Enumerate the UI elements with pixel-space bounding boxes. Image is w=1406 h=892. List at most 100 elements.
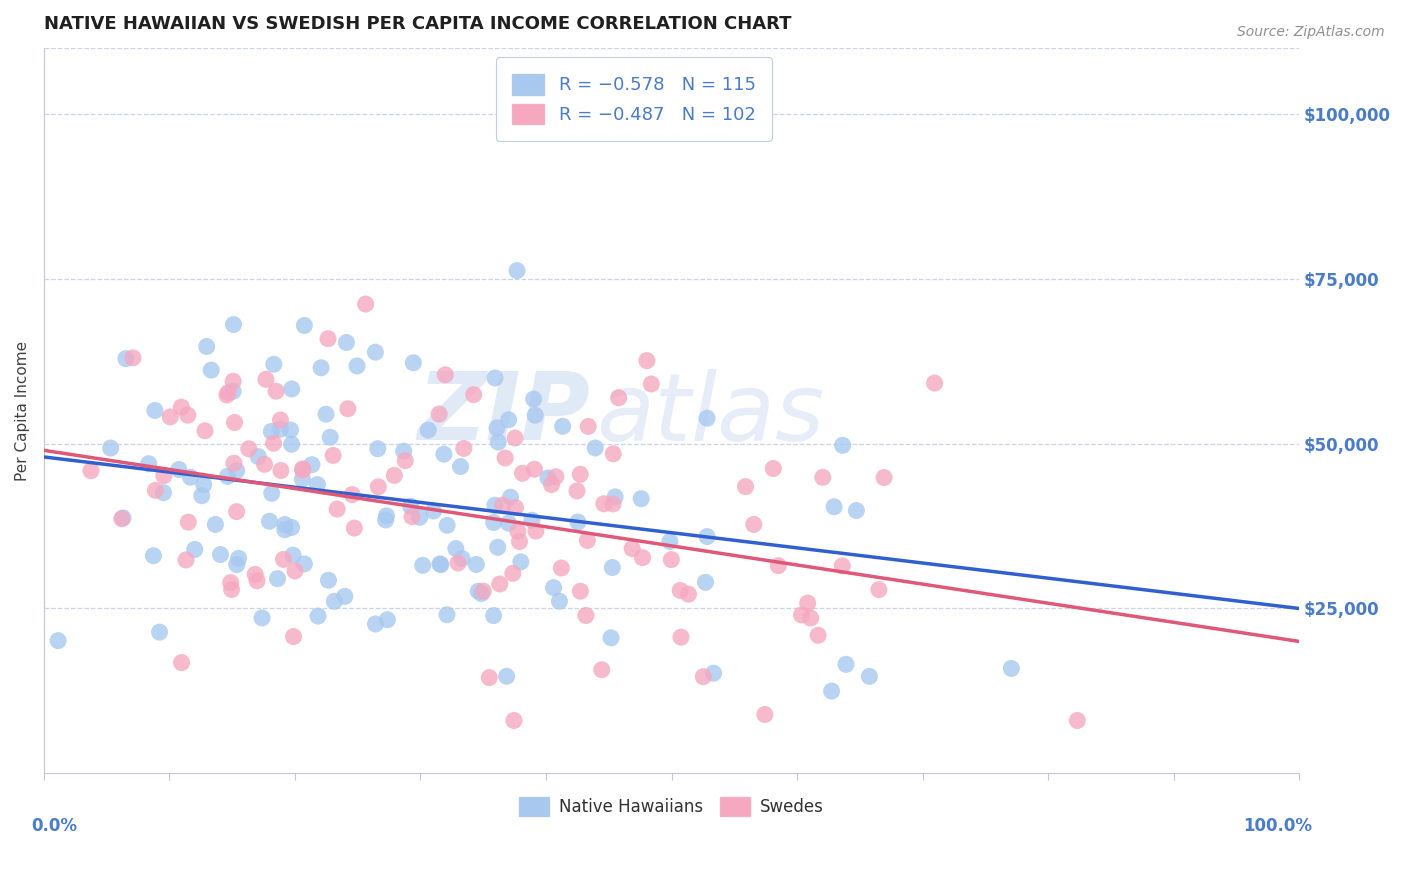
- Point: [115, 351, 138, 366]
- Point: [247, 450, 270, 464]
- Point: [503, 714, 526, 728]
- Point: [281, 548, 304, 562]
- Point: [631, 550, 654, 565]
- Point: [291, 472, 314, 486]
- Point: [467, 584, 489, 599]
- Point: [523, 392, 546, 406]
- Point: [280, 382, 302, 396]
- Point: [506, 524, 529, 539]
- Point: [184, 542, 207, 557]
- Point: [364, 345, 387, 359]
- Point: [250, 611, 273, 625]
- Point: [658, 534, 681, 549]
- Point: [401, 509, 423, 524]
- Point: [494, 450, 516, 465]
- Point: [221, 582, 243, 597]
- Point: [434, 368, 457, 382]
- Point: [418, 423, 440, 437]
- Point: [263, 357, 285, 371]
- Point: [565, 483, 588, 498]
- Point: [159, 409, 181, 424]
- Point: [266, 572, 288, 586]
- Point: [523, 462, 546, 476]
- Point: [46, 633, 69, 648]
- Point: [543, 581, 565, 595]
- Point: [260, 486, 283, 500]
- Point: [692, 670, 714, 684]
- Point: [148, 625, 170, 640]
- Point: [315, 407, 337, 421]
- Point: [569, 467, 592, 482]
- Point: [412, 558, 434, 573]
- Point: [436, 518, 458, 533]
- Point: [495, 669, 517, 683]
- Point: [520, 513, 543, 527]
- Point: [399, 499, 422, 513]
- Point: [486, 541, 509, 555]
- Point: [1000, 661, 1022, 675]
- Point: [583, 441, 606, 455]
- Point: [307, 609, 329, 624]
- Text: 100.0%: 100.0%: [1243, 817, 1312, 835]
- Point: [488, 577, 510, 591]
- Point: [524, 409, 547, 423]
- Point: [427, 407, 450, 421]
- Point: [696, 411, 718, 425]
- Point: [274, 523, 297, 537]
- Point: [143, 403, 166, 417]
- Point: [217, 469, 239, 483]
- Point: [367, 442, 389, 456]
- Point: [873, 470, 896, 484]
- Point: [537, 471, 560, 485]
- Point: [695, 575, 717, 590]
- Point: [307, 477, 329, 491]
- Point: [222, 456, 245, 470]
- Point: [170, 400, 193, 414]
- Point: [602, 497, 624, 511]
- Point: [478, 671, 501, 685]
- Point: [193, 477, 215, 491]
- Point: [263, 436, 285, 450]
- Point: [430, 558, 453, 572]
- Point: [450, 459, 472, 474]
- Point: [544, 469, 567, 483]
- Point: [482, 608, 505, 623]
- Point: [429, 557, 451, 571]
- Point: [498, 516, 520, 530]
- Point: [470, 586, 492, 600]
- Point: [335, 335, 357, 350]
- Point: [453, 442, 475, 456]
- Point: [484, 371, 506, 385]
- Point: [540, 477, 562, 491]
- Legend: Native Hawaiians, Swedes: Native Hawaiians, Swedes: [513, 790, 831, 822]
- Point: [835, 657, 858, 672]
- Point: [253, 458, 276, 472]
- Point: [222, 374, 245, 388]
- Point: [343, 521, 366, 535]
- Point: [270, 464, 292, 478]
- Point: [790, 607, 813, 622]
- Point: [336, 401, 359, 416]
- Point: [603, 490, 626, 504]
- Point: [152, 485, 174, 500]
- Point: [326, 502, 349, 516]
- Point: [382, 468, 405, 483]
- Point: [111, 511, 134, 525]
- Point: [259, 514, 281, 528]
- Point: [225, 505, 247, 519]
- Point: [508, 534, 530, 549]
- Point: [807, 628, 830, 642]
- Point: [225, 558, 247, 572]
- Point: [512, 467, 534, 481]
- Point: [408, 510, 430, 524]
- Point: [868, 582, 890, 597]
- Point: [492, 498, 515, 512]
- Point: [222, 384, 245, 399]
- Point: [179, 470, 201, 484]
- Point: [444, 541, 467, 556]
- Point: [754, 707, 776, 722]
- Point: [225, 464, 247, 478]
- Point: [503, 431, 526, 445]
- Point: [346, 359, 368, 373]
- Point: [111, 512, 134, 526]
